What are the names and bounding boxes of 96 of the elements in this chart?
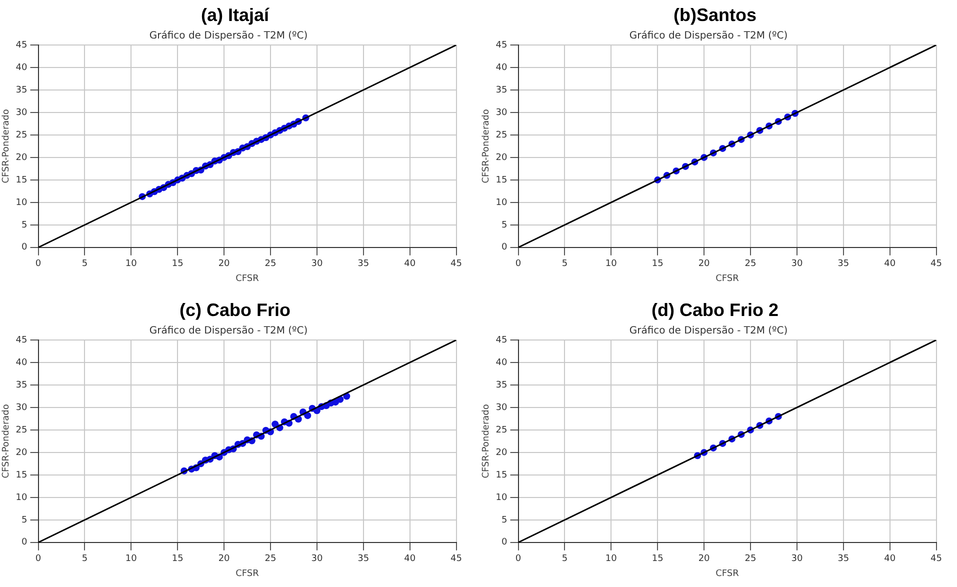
y-tick-label: 25 xyxy=(496,130,508,140)
x-tick-label: 25 xyxy=(264,554,276,564)
y-tick-label: 15 xyxy=(16,470,28,480)
y-axis-title: CFSR-Ponderado xyxy=(2,108,12,184)
x-tick-label: 0 xyxy=(35,259,42,270)
y-tick-label: 25 xyxy=(16,130,28,140)
y-tick-label: 20 xyxy=(16,447,28,458)
x-tick-label: 30 xyxy=(791,259,803,270)
x-tick-label: 0 xyxy=(35,554,42,564)
x-tick-label: 10 xyxy=(605,554,618,564)
x-tick-label: 40 xyxy=(404,554,416,564)
y-tick-label: 5 xyxy=(22,514,28,525)
x-tick-label: 25 xyxy=(264,259,276,270)
x-tick-label: 20 xyxy=(218,259,230,270)
x-tick-label: 40 xyxy=(884,554,896,564)
chart-subtitle: Gráfico de Dispersão - T2M (ºC) xyxy=(629,325,788,336)
y-tick-label: 10 xyxy=(496,198,508,208)
x-tick-label: 10 xyxy=(125,259,138,270)
y-tick-label: 25 xyxy=(16,424,28,435)
y-tick-label: 5 xyxy=(502,220,508,230)
x-tick-label: 15 xyxy=(652,259,664,270)
x-tick-label: 45 xyxy=(930,554,942,564)
x-tick-label: 40 xyxy=(884,259,896,270)
y-tick-label: 40 xyxy=(496,62,508,73)
x-tick-label: 40 xyxy=(404,259,416,270)
y-tick-label: 15 xyxy=(496,175,508,186)
y-tick-label: 15 xyxy=(16,175,28,186)
y-tick-label: 45 xyxy=(16,334,28,345)
x-tick-label: 20 xyxy=(218,554,230,564)
y-tick-label: 20 xyxy=(496,447,508,458)
chart-subtitle: Gráfico de Dispersão - T2M (ºC) xyxy=(149,30,308,42)
x-tick-label: 45 xyxy=(450,554,462,564)
y-tick-label: 0 xyxy=(22,537,28,548)
y-tick-label: 45 xyxy=(496,334,508,345)
y-tick-label: 40 xyxy=(16,62,28,73)
x-axis-title: CFSR xyxy=(716,568,739,578)
chart-title: (a) Itajaí xyxy=(200,4,270,27)
y-tick-label: 35 xyxy=(496,380,508,390)
y-tick-label: 10 xyxy=(496,492,508,502)
x-tick-label: 35 xyxy=(358,259,370,270)
y-tick-label: 15 xyxy=(496,470,508,480)
y-tick-label: 0 xyxy=(502,537,508,548)
y-tick-label: 45 xyxy=(16,40,28,50)
x-tick-label: 25 xyxy=(744,554,756,564)
x-tick-label: 30 xyxy=(791,554,803,564)
x-tick-label: 5 xyxy=(562,554,568,564)
y-tick-label: 45 xyxy=(496,40,508,50)
chart-subtitle: Gráfico de Dispersão - T2M (ºC) xyxy=(149,325,308,336)
y-tick-label: 0 xyxy=(22,242,28,253)
x-tick-label: 5 xyxy=(82,259,88,270)
x-tick-label: 30 xyxy=(311,259,323,270)
x-tick-label: 5 xyxy=(562,259,568,270)
x-tick-label: 25 xyxy=(744,259,756,270)
x-tick-label: 35 xyxy=(358,554,370,564)
x-tick-label: 35 xyxy=(838,554,850,564)
y-tick-label: 20 xyxy=(16,152,28,163)
chart-title: (b)Santos xyxy=(672,4,758,27)
y-axis-title: CFSR-Ponderado xyxy=(482,108,492,184)
x-tick-label: 35 xyxy=(838,259,850,270)
chart-title: (c) Cabo Frio xyxy=(178,298,292,322)
y-tick-label: 5 xyxy=(502,514,508,525)
x-tick-label: 20 xyxy=(698,554,710,564)
x-tick-label: 15 xyxy=(652,554,664,564)
x-axis-title: CFSR xyxy=(236,568,259,578)
y-tick-label: 40 xyxy=(16,357,28,368)
x-axis-title: CFSR xyxy=(236,274,259,284)
chart-subtitle: Gráfico de Dispersão - T2M (ºC) xyxy=(629,30,788,42)
x-tick-label: 15 xyxy=(172,554,184,564)
y-tick-label: 10 xyxy=(16,492,28,502)
y-tick-label: 0 xyxy=(502,242,508,253)
y-tick-label: 25 xyxy=(496,424,508,435)
x-axis-title: CFSR xyxy=(716,274,739,284)
y-tick-label: 35 xyxy=(16,85,28,96)
y-tick-label: 10 xyxy=(16,198,28,208)
y-tick-label: 40 xyxy=(496,357,508,368)
y-tick-label: 5 xyxy=(22,220,28,230)
x-tick-label: 30 xyxy=(311,554,323,564)
x-tick-label: 45 xyxy=(450,259,462,270)
x-tick-label: 0 xyxy=(515,259,522,270)
y-tick-label: 20 xyxy=(496,152,508,163)
y-axis-title: CFSR-Ponderado xyxy=(482,403,492,478)
y-tick-label: 35 xyxy=(16,380,28,390)
y-tick-label: 35 xyxy=(496,85,508,96)
x-tick-label: 15 xyxy=(172,259,184,270)
y-tick-label: 30 xyxy=(496,402,508,412)
y-tick-label: 30 xyxy=(16,402,28,412)
x-tick-label: 10 xyxy=(605,259,618,270)
y-tick-label: 30 xyxy=(496,108,508,118)
y-tick-label: 30 xyxy=(16,108,28,118)
x-tick-label: 0 xyxy=(515,554,522,564)
x-tick-label: 45 xyxy=(930,259,942,270)
chart-title: (d) Cabo Frio 2 xyxy=(650,298,780,322)
x-tick-label: 5 xyxy=(82,554,88,564)
x-tick-label: 20 xyxy=(698,259,710,270)
y-axis-title: CFSR-Ponderado xyxy=(2,403,12,478)
x-tick-label: 10 xyxy=(125,554,138,564)
